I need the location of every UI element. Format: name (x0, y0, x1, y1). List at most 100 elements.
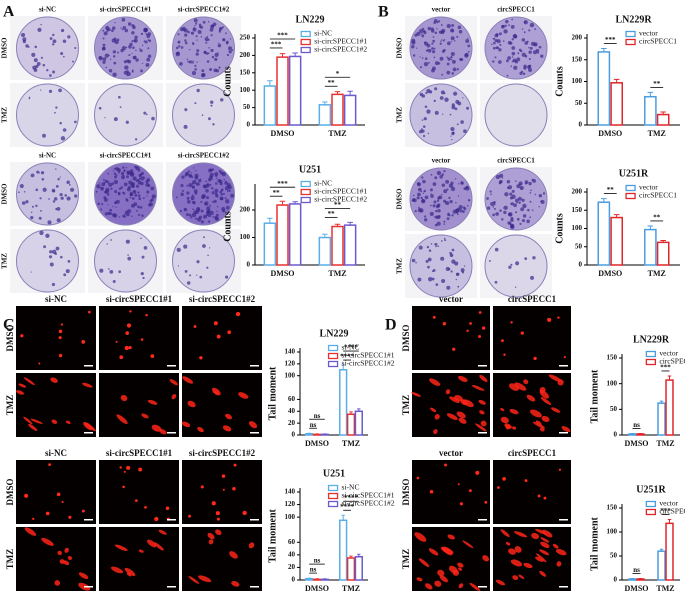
bar (312, 433, 322, 436)
bar (610, 216, 623, 266)
colony (530, 189, 532, 192)
colony (510, 263, 513, 266)
nucleus (134, 499, 138, 502)
well (94, 83, 157, 147)
colony (428, 276, 433, 282)
colony (209, 172, 214, 178)
comet (51, 419, 58, 424)
colony (444, 201, 447, 204)
bar (665, 379, 674, 436)
colony (456, 35, 459, 38)
colony (456, 211, 459, 214)
colony (66, 180, 70, 184)
nucleus (128, 345, 132, 350)
well (172, 83, 235, 147)
colony (431, 66, 436, 71)
comet (460, 399, 468, 406)
nucleus (215, 511, 220, 516)
colony (107, 54, 110, 57)
colony (187, 30, 190, 34)
nucleus (563, 356, 566, 359)
colony (452, 67, 457, 72)
colony (519, 222, 522, 226)
scale-bar (478, 432, 487, 434)
colony (102, 57, 107, 61)
colony (508, 265, 512, 269)
colony (513, 203, 517, 208)
colony (104, 117, 106, 119)
error-bar (349, 555, 353, 558)
column-label: si-circSPECC1#2 (178, 152, 230, 160)
colony (131, 40, 134, 43)
colony (492, 46, 496, 50)
nucleus (58, 336, 62, 340)
colony (200, 200, 203, 203)
colony (148, 203, 152, 207)
chart-title: U251R (619, 168, 649, 179)
colony (112, 55, 116, 58)
nucleus (58, 353, 63, 358)
colony (25, 200, 29, 204)
row-label: DMSO (401, 325, 411, 352)
nucleus (429, 489, 434, 494)
colony (506, 74, 509, 77)
comet (54, 580, 61, 586)
nucleus (45, 511, 50, 516)
colony (189, 174, 192, 177)
comet (181, 421, 191, 428)
chart-title: LN229 (320, 328, 349, 339)
colony (146, 113, 148, 116)
colony (123, 60, 128, 64)
colony (440, 24, 443, 26)
legend-label: si-circSPECC1#1 (342, 491, 395, 500)
comet (116, 414, 128, 425)
nucleus (233, 463, 237, 467)
colony (528, 50, 532, 54)
nucleus (124, 345, 129, 351)
error-bar (601, 47, 607, 52)
colony (462, 97, 464, 99)
colony (434, 176, 438, 180)
colony (504, 192, 509, 197)
comet (512, 426, 517, 430)
colony (231, 49, 234, 52)
comet (428, 548, 439, 556)
error-bar (667, 375, 672, 381)
colony (68, 184, 71, 186)
bar (331, 225, 344, 266)
colony (436, 28, 438, 30)
colony (457, 25, 462, 30)
colony (138, 197, 142, 201)
colony (143, 245, 148, 250)
colony (437, 196, 441, 200)
colony (211, 191, 215, 195)
colony (427, 61, 430, 64)
colony (190, 216, 193, 219)
colony (492, 206, 494, 208)
row-label: TMZ (5, 549, 15, 570)
colony (515, 180, 517, 182)
colony (104, 212, 108, 216)
colony (499, 43, 502, 46)
y-axis-label: Counts (554, 213, 565, 244)
y-tick-label: 50 (610, 405, 618, 413)
colony (143, 28, 148, 33)
colony (101, 203, 104, 206)
colony (519, 71, 523, 75)
colony (439, 174, 443, 179)
column-label: vector (439, 448, 463, 458)
colony (124, 28, 129, 33)
panel-letter: B (378, 4, 389, 21)
colony (183, 207, 188, 212)
colony (225, 32, 227, 35)
colony (422, 179, 426, 184)
nucleus (60, 323, 64, 326)
colony (39, 197, 42, 200)
nucleus (558, 468, 562, 471)
colony (460, 58, 464, 61)
colony (49, 37, 53, 40)
comet (462, 540, 474, 549)
photo-bg (412, 460, 490, 524)
colony (423, 41, 427, 44)
colony (141, 214, 144, 218)
